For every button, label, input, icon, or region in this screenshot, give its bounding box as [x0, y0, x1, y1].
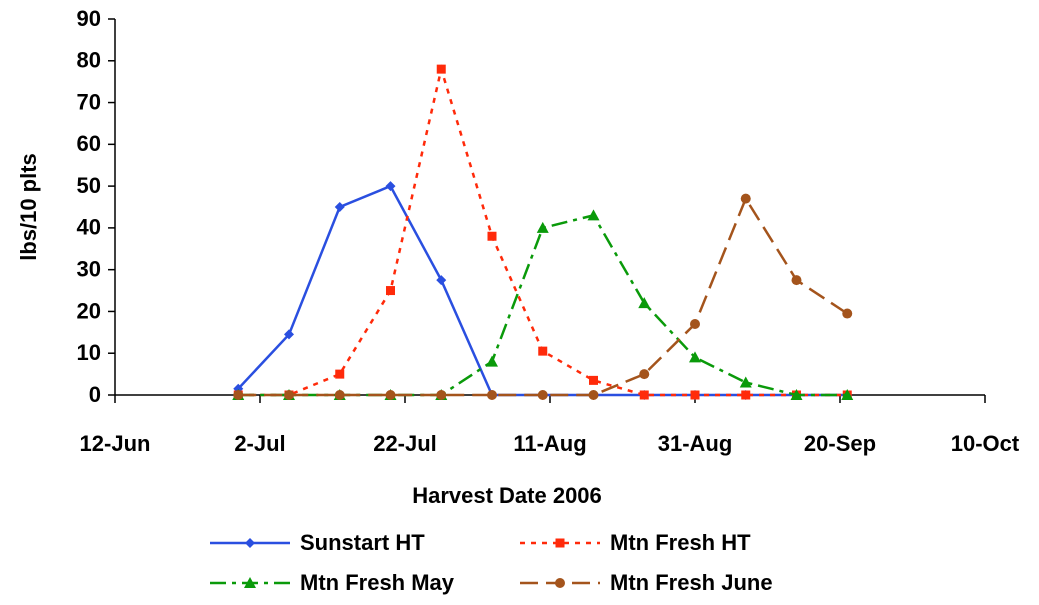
legend-label: Mtn Fresh HT — [610, 530, 751, 555]
series-line — [237, 184, 848, 397]
legend-label: Sunstart HT — [300, 530, 425, 555]
marker — [487, 231, 497, 241]
y-tick-label: 10 — [77, 340, 101, 365]
marker — [436, 275, 447, 286]
marker — [791, 275, 802, 286]
x-tick-label: 2-Jul — [234, 431, 285, 456]
marker — [639, 369, 650, 380]
marker — [741, 390, 751, 400]
marker — [487, 390, 497, 400]
marker — [790, 389, 803, 400]
y-tick-label: 30 — [77, 256, 101, 281]
marker — [538, 346, 548, 356]
marker — [537, 390, 548, 400]
y-tick-label: 50 — [77, 173, 101, 198]
marker — [690, 318, 700, 329]
x-axis-label: Harvest Date 2006 — [412, 483, 602, 508]
x-tick-label: 11-Aug — [513, 431, 586, 456]
marker — [284, 329, 294, 340]
y-tick-label: 40 — [77, 215, 101, 240]
marker — [244, 577, 256, 588]
marker — [638, 297, 651, 309]
marker — [334, 202, 345, 212]
y-tick-label: 0 — [89, 382, 101, 407]
y-tick-label: 80 — [77, 48, 101, 73]
marker — [589, 375, 598, 385]
legend-label: Mtn Fresh May — [300, 570, 455, 595]
marker — [386, 286, 395, 296]
marker — [233, 390, 244, 400]
marker — [334, 390, 345, 400]
x-tick-label: 31-Aug — [658, 431, 733, 456]
y-tick-label: 90 — [77, 6, 101, 31]
marker — [588, 390, 599, 400]
marker — [740, 193, 751, 204]
marker — [587, 209, 600, 221]
marker — [486, 355, 498, 367]
marker — [335, 369, 345, 379]
y-tick-label: 60 — [77, 131, 101, 156]
marker — [284, 390, 294, 400]
y-axis-label: lbs/10 plts — [16, 153, 41, 261]
x-tick-label: 10-Oct — [951, 431, 1020, 456]
marker — [555, 538, 565, 548]
marker — [385, 181, 396, 192]
marker — [689, 351, 701, 363]
marker — [385, 390, 396, 400]
series-line — [238, 213, 848, 397]
y-tick-label: 70 — [77, 89, 101, 114]
y-tick-label: 20 — [77, 298, 101, 323]
marker — [245, 538, 255, 548]
marker — [436, 390, 447, 400]
marker — [842, 308, 853, 319]
marker — [555, 578, 565, 588]
marker — [639, 390, 649, 400]
x-tick-label: 12-Jun — [80, 431, 151, 456]
marker — [739, 376, 752, 388]
x-tick-label: 20-Sep — [804, 431, 876, 456]
x-tick-label: 22-Jul — [373, 431, 437, 456]
marker — [690, 390, 700, 400]
marker — [841, 389, 854, 400]
marker — [536, 221, 549, 233]
marker — [436, 64, 446, 74]
legend-label: Mtn Fresh June — [610, 570, 773, 595]
